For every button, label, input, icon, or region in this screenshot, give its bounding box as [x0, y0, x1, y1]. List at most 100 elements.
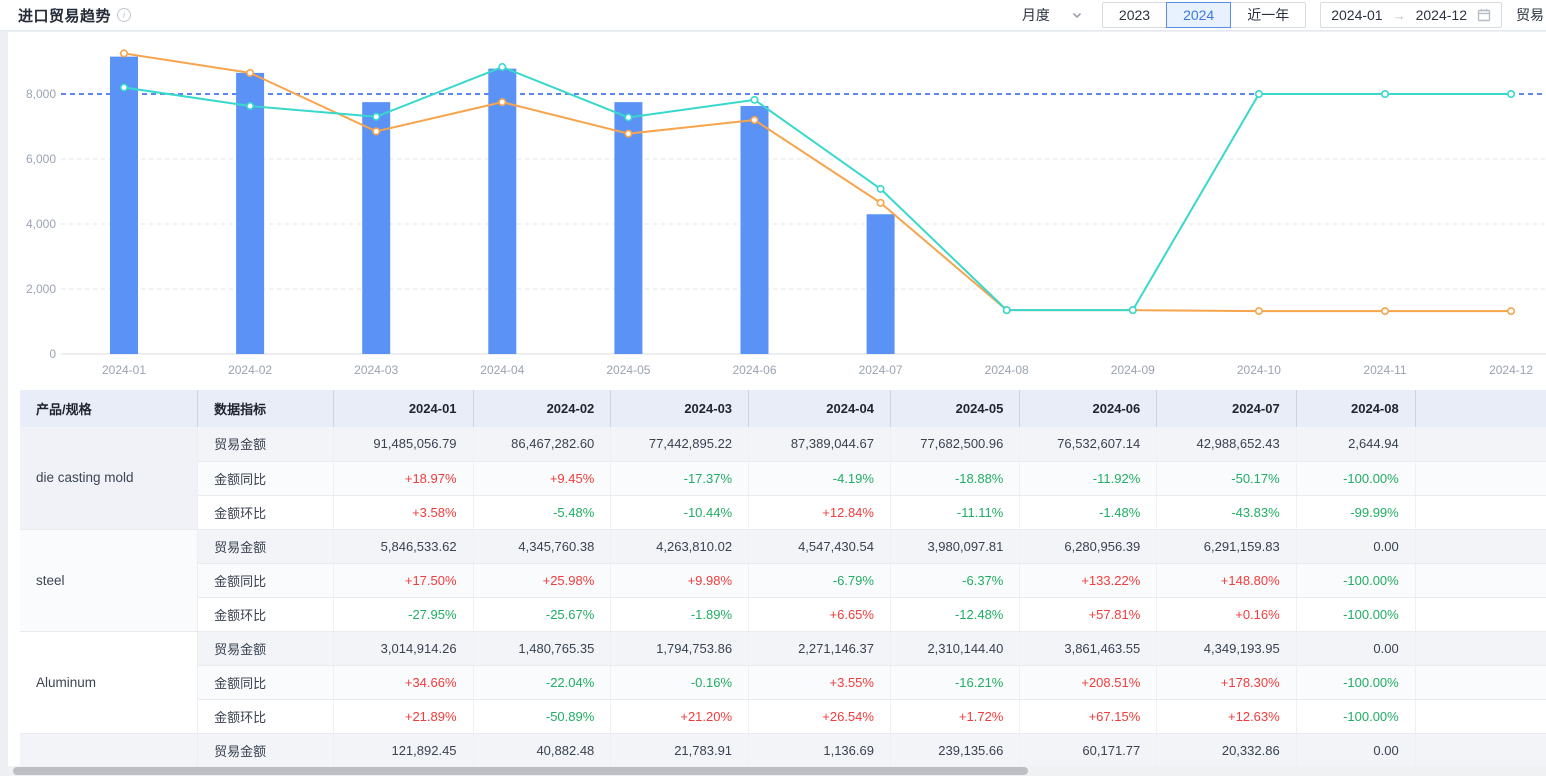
mom-cell: -25.67% — [473, 597, 612, 632]
amount-cell: 2,644.94 — [1296, 427, 1416, 462]
yoy-cell: -11.92% — [1019, 461, 1158, 496]
metric-label-cell: 贸易金额 — [197, 427, 335, 462]
clipped-cell — [1415, 529, 1546, 564]
y-axis-tick-label: 4,000 — [26, 217, 56, 231]
line-teal-point-2024-06 — [750, 95, 759, 104]
table-header-row: 产品/规格 数据指标 2024-01 2024-02 2024-03 2024-04 202… — [20, 390, 1546, 427]
line-orange-series — [120, 49, 1516, 316]
amount-cell: 6,280,956.39 — [1019, 529, 1158, 564]
mom-cell: -11.11% — [890, 495, 1021, 530]
mom-cell: +12.84% — [748, 495, 891, 530]
amount-cell: 40,882.48 — [473, 733, 612, 768]
amount-cell: 2,271,146.37 — [748, 631, 891, 666]
clipped-cell — [1415, 461, 1546, 496]
mom-cell: +1.72% — [890, 699, 1021, 734]
column-header-2024-04: 2024-04 — [748, 390, 891, 427]
date-range-picker[interactable]: 2024-01 → 2024-12 — [1320, 2, 1502, 28]
column-header-2024-06: 2024-06 — [1019, 390, 1158, 427]
amount-cell: 5,846,533.62 — [333, 529, 474, 564]
year-2024-button[interactable]: 2024 — [1166, 2, 1232, 28]
amount-cell: 1,480,765.35 — [473, 631, 612, 666]
x-axis-tick-label: 2024-02 — [228, 363, 272, 377]
metric-label-cell: 贸易金额 — [197, 733, 335, 768]
metric-label-cell: 金额环比 — [197, 495, 335, 530]
mom-cell: -100.00% — [1296, 597, 1416, 632]
page-title: 进口贸易趋势 — [18, 7, 112, 25]
y-axis-tick-label: 6,000 — [26, 152, 56, 166]
amount-cell: 0.00 — [1296, 733, 1416, 768]
amount-cell: 1,794,753.86 — [610, 631, 750, 666]
title-wrap: 进口贸易趋势 i — [18, 5, 132, 26]
amount-cell: 4,263,810.02 — [610, 529, 750, 564]
yoy-cell: +9.98% — [610, 563, 750, 598]
chevron-down-icon — [1072, 12, 1081, 19]
grid-lines: 0 2,000 4,000 6,000 8,000 — [26, 87, 1546, 361]
line-orange-point-2024-01 — [120, 49, 129, 58]
column-header-2024-03: 2024-03 — [610, 390, 750, 427]
clipped-cell — [1415, 427, 1546, 462]
mom-cell: -1.48% — [1019, 495, 1158, 530]
line-teal-point-2024-08 — [1002, 306, 1011, 315]
date-end: 2024-12 — [1415, 7, 1467, 23]
x-axis-tick-label: 2024-08 — [985, 363, 1029, 377]
x-axis-tick-label: 2024-01 — [102, 363, 146, 377]
yoy-cell: +133.22% — [1019, 563, 1158, 598]
mom-cell: +3.58% — [333, 495, 474, 530]
column-header-product: 产品/规格 — [20, 390, 199, 427]
horizontal-scrollbar-thumb[interactable] — [13, 767, 1028, 775]
table-row: 金额同比 +17.50% +25.98% +9.98% -6.79% -6.37% +133… — [20, 563, 1546, 598]
line-orange-point-2024-11 — [1381, 307, 1390, 316]
amount-cell: 2,310,144.40 — [890, 631, 1021, 666]
yoy-cell: -18.88% — [890, 461, 1021, 496]
amount-cell: 87,389,044.67 — [748, 427, 891, 462]
partial-trade-label[interactable]: 贸易 — [1516, 7, 1544, 23]
year-button-group: 2023 2024 近一年 — [1101, 2, 1307, 28]
table-row: 金额环比 +21.89% -50.89% +21.20% +26.54% +1.72% +6… — [20, 699, 1546, 734]
table-row: 贸易金额 121,892.45 40,882.48 21,783.91 1,136.69… — [20, 733, 1546, 768]
bar-2024-01 — [110, 56, 138, 354]
mom-cell: -100.00% — [1296, 699, 1416, 734]
mom-cell: -1.89% — [610, 597, 750, 632]
mom-cell: +21.89% — [333, 699, 474, 734]
bar-2024-06 — [740, 106, 769, 355]
frequency-select[interactable]: 月度 — [1016, 5, 1088, 25]
yoy-cell: +25.98% — [473, 563, 612, 598]
yoy-cell: +3.55% — [748, 665, 891, 700]
year-2023-button[interactable]: 2023 — [1101, 2, 1168, 28]
column-header-2024-08: 2024-08 — [1296, 390, 1416, 427]
table-row: 金额同比 +34.66% -22.04% -0.16% +3.55% -16.21% +20… — [20, 665, 1546, 700]
mom-cell: +0.16% — [1156, 597, 1297, 632]
table-row: Aluminum 贸易金额 3,014,914.26 1,480,765.35 1,79… — [20, 631, 1546, 734]
line-orange-point-2024-12 — [1507, 307, 1516, 316]
amount-cell: 76,532,607.14 — [1019, 427, 1158, 462]
line-teal-point-2024-11 — [1381, 89, 1390, 98]
recent-year-button[interactable]: 近一年 — [1230, 2, 1307, 28]
clipped-cell — [1415, 699, 1546, 734]
column-header-clipped — [1415, 390, 1546, 427]
amount-cell: 77,442,895.22 — [610, 427, 750, 462]
amount-cell: 0.00 — [1296, 631, 1416, 666]
clipped-cell — [1415, 665, 1546, 700]
mom-cell: -5.48% — [473, 495, 612, 530]
dashboard-card: 0 2,000 4,000 6,000 8,000 2024-01 2024-02 2024-… — [8, 32, 1546, 776]
line-orange-point-2024-05 — [624, 129, 633, 138]
info-icon[interactable]: i — [117, 8, 132, 22]
yoy-cell: +148.80% — [1156, 563, 1297, 598]
horizontal-scrollbar[interactable] — [8, 766, 1546, 776]
frequency-select-value: 月度 — [1021, 7, 1050, 23]
line-orange-point-2024-02 — [246, 68, 255, 77]
product-name-cell: Aluminum — [20, 631, 199, 734]
amount-cell: 1,136.69 — [748, 733, 891, 768]
amount-cell: 91,485,056.79 — [333, 427, 474, 462]
line-orange-point-2024-04 — [498, 98, 507, 107]
amount-cell: 86,467,282.60 — [473, 427, 612, 462]
yoy-cell: -0.16% — [610, 665, 750, 700]
mom-cell: -27.95% — [333, 597, 474, 632]
amount-cell: 6,291,159.83 — [1156, 529, 1297, 564]
mom-cell: -43.83% — [1156, 495, 1297, 530]
mom-cell: +21.20% — [610, 699, 750, 734]
line-orange-point-2024-10 — [1254, 307, 1263, 316]
amount-cell: 77,682,500.96 — [890, 427, 1021, 462]
mom-cell: -50.89% — [473, 699, 612, 734]
